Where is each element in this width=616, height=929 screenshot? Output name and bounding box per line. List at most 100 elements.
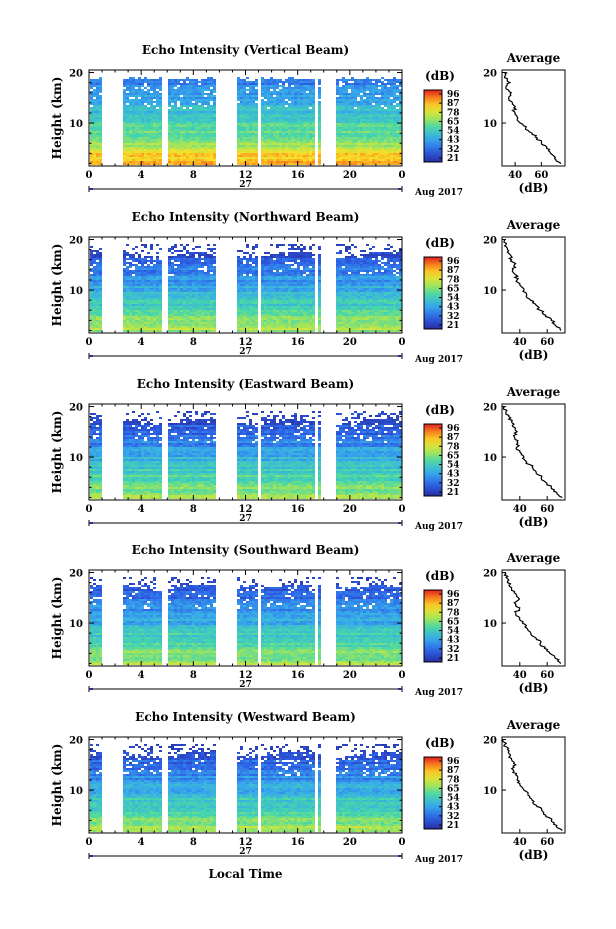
colorbar-tick-label: 21 <box>447 488 460 498</box>
average-x-tick-label: 40 <box>513 670 527 681</box>
date-axis-marker <box>90 188 93 190</box>
average-x-tick-label: 40 <box>513 837 527 848</box>
y-tick-label: 10 <box>69 286 83 297</box>
x-tick-label: 12 <box>239 837 253 848</box>
panel-1: Echo Intensity (Vertical Beam) 0 4 8 12 16 20 0… <box>50 43 566 198</box>
average-y-tick-label: 20 <box>483 403 497 414</box>
average-x-label: (dB) <box>519 681 549 695</box>
average-title: Average <box>506 718 561 732</box>
x-tick-label: 0 <box>86 170 93 181</box>
date-axis-marker <box>398 855 401 857</box>
panel-title: Echo Intensity (Southward Beam) <box>132 543 360 557</box>
date-label: Aug 2017 <box>414 855 463 865</box>
x-tick-label: 0 <box>399 504 406 515</box>
date-axis-marker <box>398 188 401 190</box>
panel-title: Echo Intensity (Eastward Beam) <box>137 377 354 391</box>
colorbar-tick-label: 96 <box>447 757 460 767</box>
x-tick-label: 8 <box>190 837 197 848</box>
y-axis-label: Height (km) <box>50 77 64 160</box>
heatmap-cells <box>90 577 402 665</box>
y-tick-label: 20 <box>69 236 83 247</box>
average-profile-line <box>501 739 563 831</box>
average-x-label: (dB) <box>519 515 549 529</box>
colorbar <box>423 756 443 830</box>
date-label: Aug 2017 <box>414 688 463 698</box>
x-tick-label: 0 <box>399 170 406 181</box>
average-x-tick-label: 40 <box>513 504 527 515</box>
colorbar-tick-label: 21 <box>447 154 460 164</box>
average-y-tick-label: 10 <box>483 453 497 464</box>
average-frame <box>501 403 566 501</box>
x-tick-label: 16 <box>291 504 305 515</box>
x-tick-label: 8 <box>190 337 197 348</box>
colorbar-title: (dB) <box>425 403 455 417</box>
day-label: 27 <box>239 347 252 357</box>
colorbar-title: (dB) <box>425 736 455 750</box>
colorbar <box>423 89 443 163</box>
x-tick-label: 0 <box>86 504 93 515</box>
colorbar-tick-label: 21 <box>447 821 460 831</box>
colorbar-tick-label: 87 <box>447 266 460 276</box>
colorbar-tick-label: 32 <box>447 812 460 822</box>
heatmap-cells <box>90 77 402 165</box>
average-y-tick-label: 10 <box>483 119 497 130</box>
date-axis-marker <box>90 855 93 857</box>
colorbar-tick-label: 96 <box>447 257 460 267</box>
average-y-tick-label: 10 <box>483 786 497 797</box>
x-tick-label: 16 <box>291 670 305 681</box>
colorbar-tick-label: 21 <box>447 321 460 331</box>
x-tick-label: 0 <box>86 670 93 681</box>
colorbar <box>423 589 443 663</box>
x-tick-label: 0 <box>399 670 406 681</box>
colorbar-tick-label: 87 <box>447 99 460 109</box>
x-tick-label: 8 <box>190 170 197 181</box>
y-axis-label: Height (km) <box>50 411 64 494</box>
colorbar-title: (dB) <box>425 69 455 83</box>
colorbar-tick-label: 87 <box>447 766 460 776</box>
average-x-tick-label: 60 <box>540 670 554 681</box>
colorbar-tick-label: 65 <box>447 284 460 294</box>
colorbar-tick-label: 43 <box>447 803 460 813</box>
date-axis-marker <box>398 522 401 524</box>
panel-title: Echo Intensity (Northward Beam) <box>132 210 360 224</box>
colorbar-tick-label: 21 <box>447 654 460 664</box>
x-tick-label: 12 <box>239 337 253 348</box>
colorbar-tick-label: 65 <box>447 117 460 127</box>
x-tick-label: 20 <box>343 504 357 515</box>
x-tick-label: 12 <box>239 170 253 181</box>
date-axis-marker <box>90 688 93 690</box>
colorbar-tick-label: 32 <box>447 312 460 322</box>
colorbar-tick-label: 87 <box>447 599 460 609</box>
colorbar-tick-label: 32 <box>447 145 460 155</box>
colorbar-tick-label: 65 <box>447 451 460 461</box>
y-tick-label: 10 <box>69 786 83 797</box>
x-tick-label: 4 <box>138 170 145 181</box>
colorbar-tick-label: 32 <box>447 645 460 655</box>
y-tick-label: 10 <box>69 453 83 464</box>
average-y-tick-label: 10 <box>483 286 497 297</box>
colorbar-tick-label: 78 <box>447 442 460 452</box>
x-tick-label: 0 <box>86 837 93 848</box>
colorbar <box>423 256 443 330</box>
day-label: 27 <box>239 514 252 524</box>
heatmap-cells <box>90 744 402 832</box>
colorbar-tick-label: 65 <box>447 784 460 794</box>
date-label: Aug 2017 <box>414 522 463 532</box>
date-axis-marker <box>90 522 93 524</box>
average-profile-line <box>502 406 563 499</box>
x-tick-label: 20 <box>343 670 357 681</box>
x-tick-label: 20 <box>343 337 357 348</box>
average-profile-line <box>503 239 562 331</box>
y-tick-label: 20 <box>69 569 83 580</box>
date-label: Aug 2017 <box>414 355 463 365</box>
colorbar-tick-label: 54 <box>447 294 460 304</box>
y-tick-label: 10 <box>69 119 83 130</box>
x-tick-label: 0 <box>399 837 406 848</box>
average-x-label: (dB) <box>519 348 549 362</box>
panel-4: Echo Intensity (Southward Beam) 0 4 8 12 16 20… <box>50 543 566 698</box>
colorbar-tick-label: 43 <box>447 303 460 313</box>
x-tick-label: 20 <box>343 837 357 848</box>
average-x-label: (dB) <box>519 181 549 195</box>
day-label: 27 <box>239 847 252 857</box>
